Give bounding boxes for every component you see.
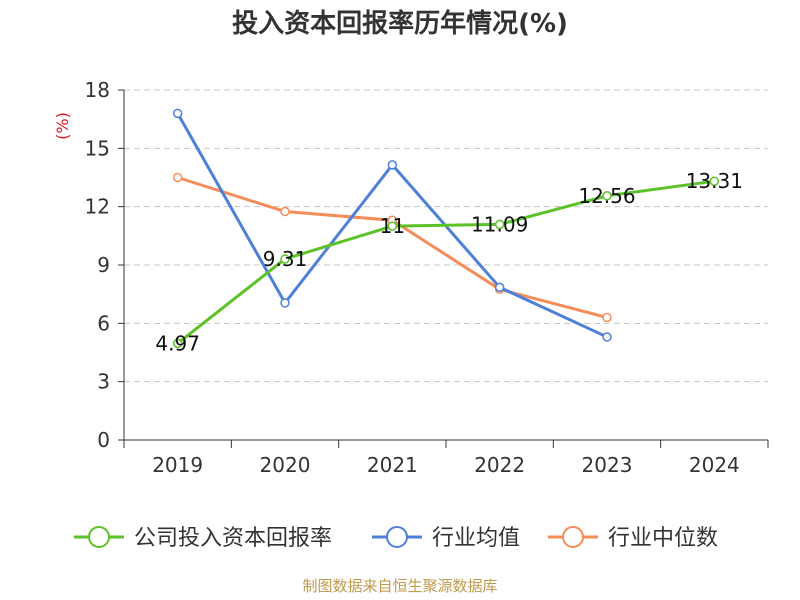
x-tick-label: 2021 <box>367 453 418 477</box>
y-tick-label: 9 <box>97 253 110 277</box>
legend-item[interactable]: 行业均值 <box>372 526 520 551</box>
data-point[interactable] <box>494 282 505 293</box>
legend-swatch-marker <box>88 526 110 548</box>
y-tick-label: 0 <box>97 428 110 452</box>
y-tick-label: 18 <box>85 78 110 102</box>
legend-item[interactable]: 行业中位数 <box>548 526 718 551</box>
legend-swatch-marker <box>386 526 408 548</box>
data-point[interactable] <box>602 191 612 201</box>
data-point[interactable] <box>387 160 398 170</box>
data-label: 4.97 <box>155 331 200 355</box>
data-label: 11.09 <box>471 212 528 236</box>
legend-label: 公司投入资本回报率 <box>134 526 332 551</box>
grid-lines <box>124 89 768 383</box>
data-point[interactable] <box>387 221 398 231</box>
data-label: 11 <box>380 214 405 238</box>
y-tick-label: 15 <box>85 136 110 160</box>
data-point[interactable] <box>280 206 290 217</box>
data-point[interactable] <box>602 332 612 342</box>
x-tick-label: 2023 <box>582 453 633 477</box>
source-note: 制图数据来自恒生聚源数据库 <box>302 577 497 595</box>
series-group <box>172 108 720 349</box>
data-point[interactable] <box>280 254 290 264</box>
legend-label: 行业均值 <box>432 526 520 551</box>
data-label: 9.31 <box>263 247 308 271</box>
series-line-2 <box>177 176 608 319</box>
data-labels: 4.97 9.31 11 11.09 12.56 13.31 <box>155 169 743 355</box>
y-tick-label: 12 <box>85 195 110 219</box>
legend-label: 行业中位数 <box>608 526 718 551</box>
x-tick-label: 2024 <box>689 453 740 477</box>
x-tick-label: 2019 <box>152 453 203 477</box>
y-axis-label: (%) <box>53 112 72 140</box>
data-label: 13.31 <box>686 169 743 193</box>
y-tick-label: 3 <box>97 370 110 394</box>
data-point[interactable] <box>172 108 183 119</box>
data-point[interactable] <box>494 219 505 230</box>
legend-item[interactable]: 公司投入资本回报率 <box>74 526 332 551</box>
data-point[interactable] <box>172 338 183 349</box>
data-point[interactable] <box>172 172 183 183</box>
data-point[interactable] <box>709 176 720 186</box>
series-line-0 <box>176 179 715 345</box>
y-tick-label: 6 <box>97 311 110 335</box>
legend[interactable]: 公司投入资本回报率 行业均值 行业中位数 <box>74 526 718 551</box>
data-point[interactable] <box>280 298 290 308</box>
axes: 0 3 6 9 12 15 18 2019 2020 2021 2022 2023 2024 <box>85 78 769 477</box>
legend-swatch-marker <box>562 526 584 548</box>
x-tick-label: 2020 <box>260 453 311 477</box>
chart-title: 投入资本回报率历年情况(%) <box>232 8 568 39</box>
data-label: 12.56 <box>578 184 635 208</box>
data-point[interactable] <box>602 312 612 323</box>
x-tick-label: 2022 <box>474 453 525 477</box>
